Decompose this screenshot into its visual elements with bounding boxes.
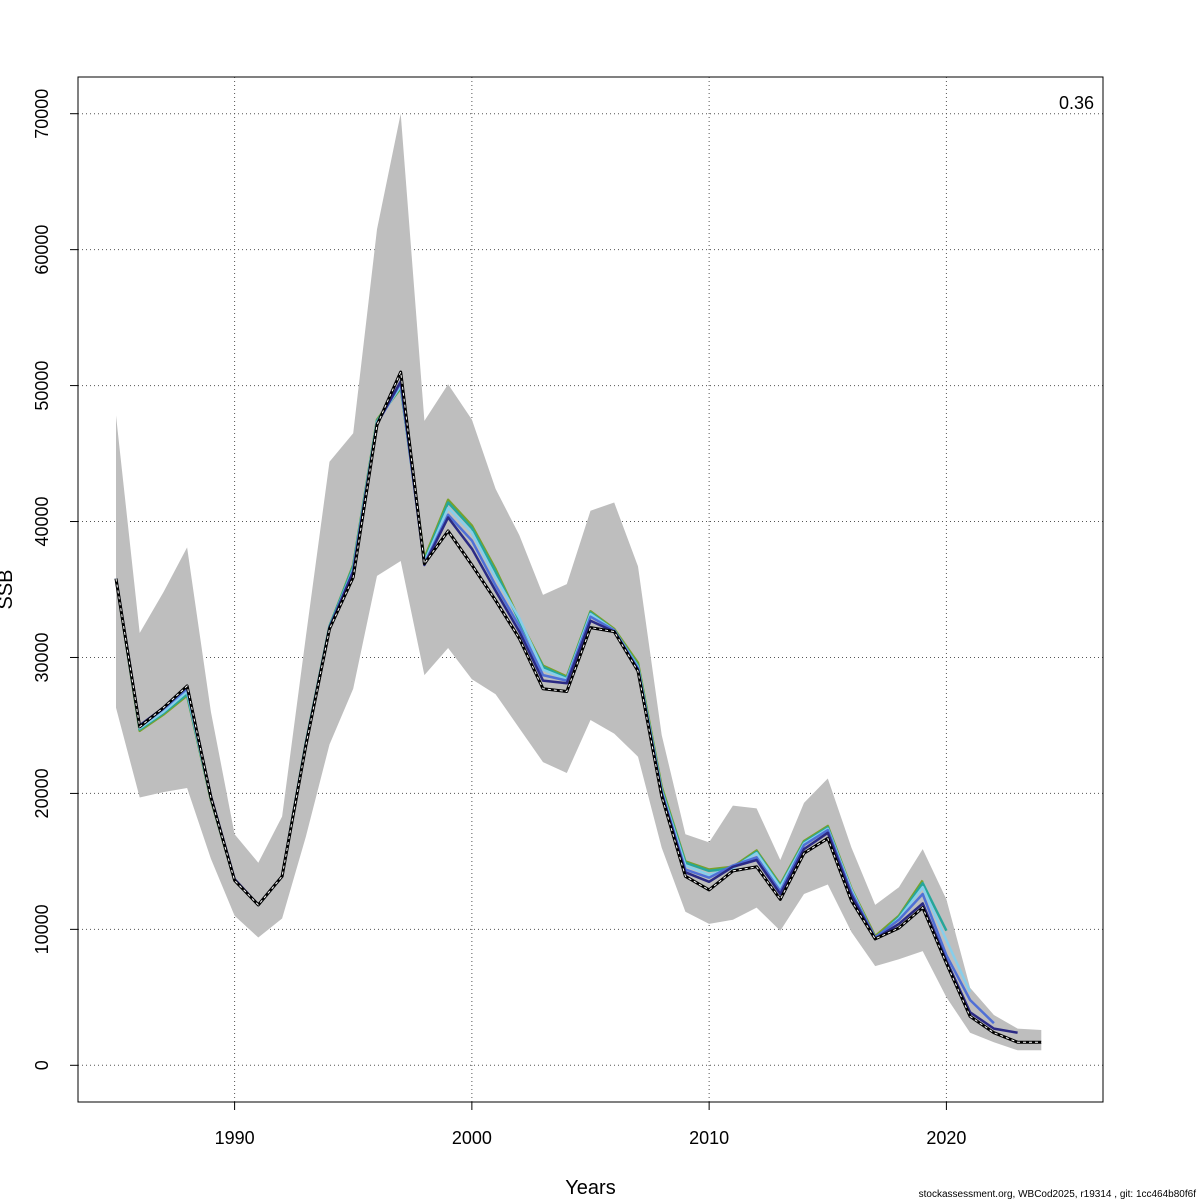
y-tick-label: 70000	[32, 89, 52, 139]
plot-frame	[77, 76, 1104, 1103]
y-axis-title: SSB	[0, 569, 17, 609]
y-tick-label: 60000	[32, 225, 52, 275]
series-line-reference	[114, 370, 1042, 1044]
x-axis-title: Years	[565, 1177, 615, 1199]
footer-note: stockassessment.org, WBCod2025, r19314 ,…	[919, 1189, 1197, 1200]
x-tick-label: 2020	[926, 1128, 966, 1148]
x-tick-label: 2000	[452, 1128, 492, 1148]
y-tick-label: 0	[32, 1060, 52, 1070]
x-axis: 1990 2000 2010 2020	[215, 1102, 966, 1148]
corner-value-label: 0.36	[1059, 93, 1094, 113]
x-tick-label: 1990	[215, 1128, 255, 1148]
confidence-band	[116, 113, 1042, 1051]
y-axis: 0 10000 20000 30000 40000 50000 60000 70000	[32, 89, 78, 1070]
y-tick-label: 40000	[32, 496, 52, 546]
y-tick-label: 30000	[32, 632, 52, 682]
x-tick-label: 2010	[689, 1128, 729, 1148]
y-tick-label: 20000	[32, 768, 52, 818]
y-tick-label: 50000	[32, 361, 52, 411]
series-lines	[114, 370, 1042, 1044]
y-tick-label: 10000	[32, 904, 52, 954]
